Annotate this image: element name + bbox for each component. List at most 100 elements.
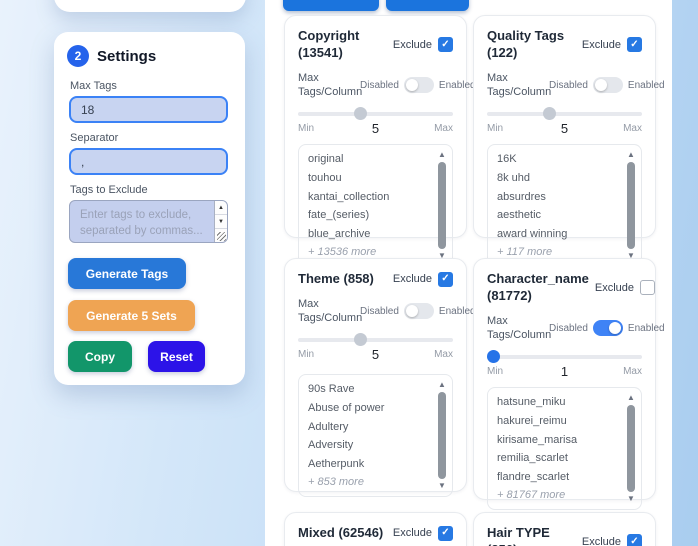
exclude-label: Exclude xyxy=(392,527,432,540)
list-item: hakurei_reimu xyxy=(497,414,567,427)
exclude-label: Exclude xyxy=(581,38,621,51)
list-item: Adultery xyxy=(308,420,349,433)
toggle-knob xyxy=(608,322,621,335)
generate-tags-button[interactable]: Generate Tags xyxy=(68,258,186,289)
separator-input[interactable]: , xyxy=(69,148,228,175)
scrollbar-thumb[interactable] xyxy=(627,405,635,493)
previous-step-card xyxy=(54,0,246,12)
resize-handle-icon[interactable] xyxy=(217,232,226,241)
list-scrollbar[interactable]: ▲ ▼ xyxy=(625,150,637,261)
card-header: Hair TYPE (256) Exclude ✓ xyxy=(487,525,642,546)
exclude-group: Exclude ✓ xyxy=(595,280,656,296)
max-tags-toggle[interactable] xyxy=(403,77,434,94)
card-title: Mixed (62546) xyxy=(298,525,384,540)
more-count: + 117 more xyxy=(497,246,553,259)
card-hair-type: Hair TYPE (256) Exclude ✓ xyxy=(473,512,656,546)
list-item: aesthetic xyxy=(497,209,542,222)
list-scrollbar[interactable]: ▲ ▼ xyxy=(436,380,448,491)
top-action-button-1[interactable] xyxy=(283,0,379,11)
max-tags-toggle[interactable] xyxy=(592,77,623,94)
card-header: Copyright (13541) Exclude ✓ xyxy=(298,28,453,62)
copy-button[interactable]: Copy xyxy=(68,341,132,372)
checkmark-icon: ✓ xyxy=(630,535,639,546)
scroll-up-icon[interactable]: ▲ xyxy=(438,150,446,160)
slider-thumb[interactable] xyxy=(354,107,367,121)
list-item: touhou xyxy=(308,171,342,184)
list-item: Abuse of power xyxy=(308,402,385,415)
textarea-scrollbar[interactable]: ▲ ▼ xyxy=(214,201,227,242)
scroll-up-icon[interactable]: ▲ xyxy=(438,380,446,390)
scroll-up-icon[interactable]: ▲ xyxy=(215,201,227,215)
slider-thumb[interactable] xyxy=(543,107,556,121)
checkmark-icon: ✓ xyxy=(441,527,450,539)
exclude-group: Exclude ✓ xyxy=(392,271,453,287)
top-action-button-2[interactable] xyxy=(386,0,469,11)
list-item: 90s Rave xyxy=(308,383,355,396)
max-tags-toggle[interactable] xyxy=(403,303,434,320)
slider-value: 5 xyxy=(371,121,380,137)
generate-5-sets-button[interactable]: Generate 5 Sets xyxy=(68,300,195,331)
scrollbar-thumb[interactable] xyxy=(438,162,446,250)
exclude-checkbox[interactable]: ✓ xyxy=(438,37,453,53)
reset-button[interactable]: Reset xyxy=(148,341,205,372)
exclude-group: Exclude ✓ xyxy=(392,525,453,541)
list-scrollbar[interactable]: ▲ ▼ xyxy=(625,393,637,504)
tag-list[interactable]: 16K 8k uhd absurdres aesthetic award win… xyxy=(487,144,642,268)
tags-slider[interactable] xyxy=(487,350,642,364)
card-theme: Theme (858) Exclude ✓ Max Tags/Column Di… xyxy=(284,258,476,498)
max-tags-input[interactable]: 18 xyxy=(69,96,228,123)
scrollbar-thumb[interactable] xyxy=(438,392,446,480)
slider-thumb[interactable] xyxy=(487,350,500,364)
card-header: Character_name (81772) Exclude ✓ xyxy=(487,271,656,305)
tags-exclude-textarea[interactable]: Enter tags to exclude, separated by comm… xyxy=(69,200,228,243)
list-item: 16K xyxy=(497,153,517,166)
exclude-checkbox[interactable]: ✓ xyxy=(640,280,656,296)
scroll-down-icon[interactable]: ▼ xyxy=(627,251,635,261)
scroll-down-icon[interactable]: ▼ xyxy=(627,494,635,504)
tags-slider[interactable] xyxy=(298,333,453,347)
scroll-down-icon[interactable]: ▼ xyxy=(438,481,446,491)
list-item: Adversity xyxy=(308,439,354,452)
min-label: Min xyxy=(487,123,504,135)
scroll-up-icon[interactable]: ▲ xyxy=(627,393,635,403)
exclude-group: Exclude ✓ xyxy=(393,37,453,53)
step-number-badge: 2 xyxy=(67,45,89,67)
card-title: Quality Tags (122) xyxy=(487,28,565,60)
disabled-label: Disabled xyxy=(549,79,588,91)
scroll-up-icon[interactable]: ▲ xyxy=(627,150,635,160)
tag-list[interactable]: hatsune_miku hakurei_reimu kirisame_mari… xyxy=(487,387,642,511)
exclude-checkbox[interactable]: ✓ xyxy=(627,37,642,53)
disabled-label: Disabled xyxy=(360,79,399,91)
enabled-label: Enabled xyxy=(438,305,476,317)
settings-title: Settings xyxy=(97,47,157,65)
exclude-checkbox[interactable]: ✓ xyxy=(438,525,453,541)
scroll-down-icon[interactable]: ▼ xyxy=(438,251,446,261)
tag-list[interactable]: original touhou kantai_collection fate_(… xyxy=(298,144,453,268)
exclude-label: Exclude xyxy=(392,273,432,286)
checkmark-icon: ✓ xyxy=(441,273,450,285)
scroll-down-icon[interactable]: ▼ xyxy=(215,215,227,229)
min-label: Min xyxy=(298,123,315,135)
list-item: original xyxy=(308,153,344,166)
max-tags-toggle[interactable] xyxy=(592,320,623,337)
exclude-label: Exclude xyxy=(581,535,621,546)
tag-list[interactable]: 90s Rave Abuse of power Adultery Adversi… xyxy=(298,374,453,498)
card-header: Quality Tags (122) Exclude ✓ xyxy=(487,28,642,62)
list-item: fate_(series) xyxy=(308,209,370,222)
max-tags-column-label: Max Tags/Column xyxy=(487,71,552,99)
textarea-placeholder: Enter tags to exclude, separated by comm… xyxy=(80,209,203,237)
scrollbar-thumb[interactable] xyxy=(627,162,635,250)
slider-thumb[interactable] xyxy=(354,333,367,347)
exclude-checkbox[interactable]: ✓ xyxy=(627,534,642,546)
settings-header: 2 Settings xyxy=(54,32,245,71)
card-header: Theme (858) Exclude ✓ xyxy=(298,271,453,288)
list-scrollbar[interactable]: ▲ ▼ xyxy=(436,150,448,261)
tags-slider[interactable] xyxy=(487,107,642,121)
card-title: Copyright (13541) xyxy=(298,28,360,60)
exclude-checkbox[interactable]: ✓ xyxy=(438,271,453,287)
max-label: Max xyxy=(623,123,642,135)
list-item: award winning xyxy=(497,227,568,240)
tags-slider[interactable] xyxy=(298,107,453,121)
min-label: Min xyxy=(487,366,504,378)
